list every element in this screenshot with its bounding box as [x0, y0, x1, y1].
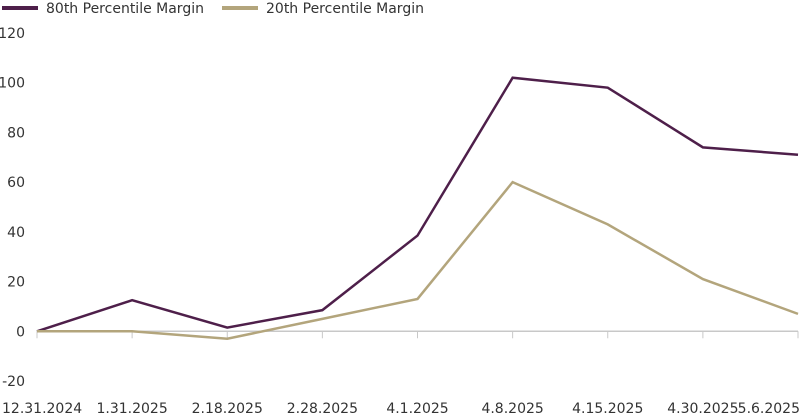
- y-tick-label: 100: [0, 76, 25, 92]
- x-tick-label: 2.18.2025: [192, 401, 263, 415]
- y-axis: -20 0 20 40 60 80 100 120: [0, 26, 25, 390]
- x-tick-label: 1.31.2025: [96, 401, 167, 415]
- y-tick-label: 40: [7, 225, 25, 241]
- legend: 80th Percentile Margin 20th Percentile Ma…: [2, 1, 424, 17]
- y-tick-label: 60: [7, 175, 25, 191]
- legend-label: 80th Percentile Margin: [46, 1, 204, 17]
- x-tick-label: 12.31.2024: [2, 401, 82, 415]
- y-tick-label: 120: [0, 26, 25, 42]
- y-tick-label: 20: [7, 275, 25, 291]
- series-line-20th: [37, 182, 798, 339]
- x-tick-label: 4.1.2025: [386, 401, 448, 415]
- series-line-80th: [37, 78, 798, 332]
- x-axis: 12.31.2024 1.31.2025 2.18.2025 2.28.2025 4.1…: [2, 331, 800, 415]
- y-tick-label: 0: [16, 324, 25, 340]
- legend-label: 20th Percentile Margin: [266, 1, 424, 17]
- y-tick-label: -20: [2, 374, 25, 390]
- y-tick-label: 80: [7, 125, 25, 141]
- x-tick-label: 5.6.2025: [738, 401, 800, 415]
- x-tick-label: 4.15.2025: [572, 401, 643, 415]
- series-lines: [37, 78, 798, 339]
- x-tick-label: 2.28.2025: [287, 401, 358, 415]
- x-tick-label: 4.8.2025: [481, 401, 543, 415]
- x-tick-label: 4.30.2025: [667, 401, 738, 415]
